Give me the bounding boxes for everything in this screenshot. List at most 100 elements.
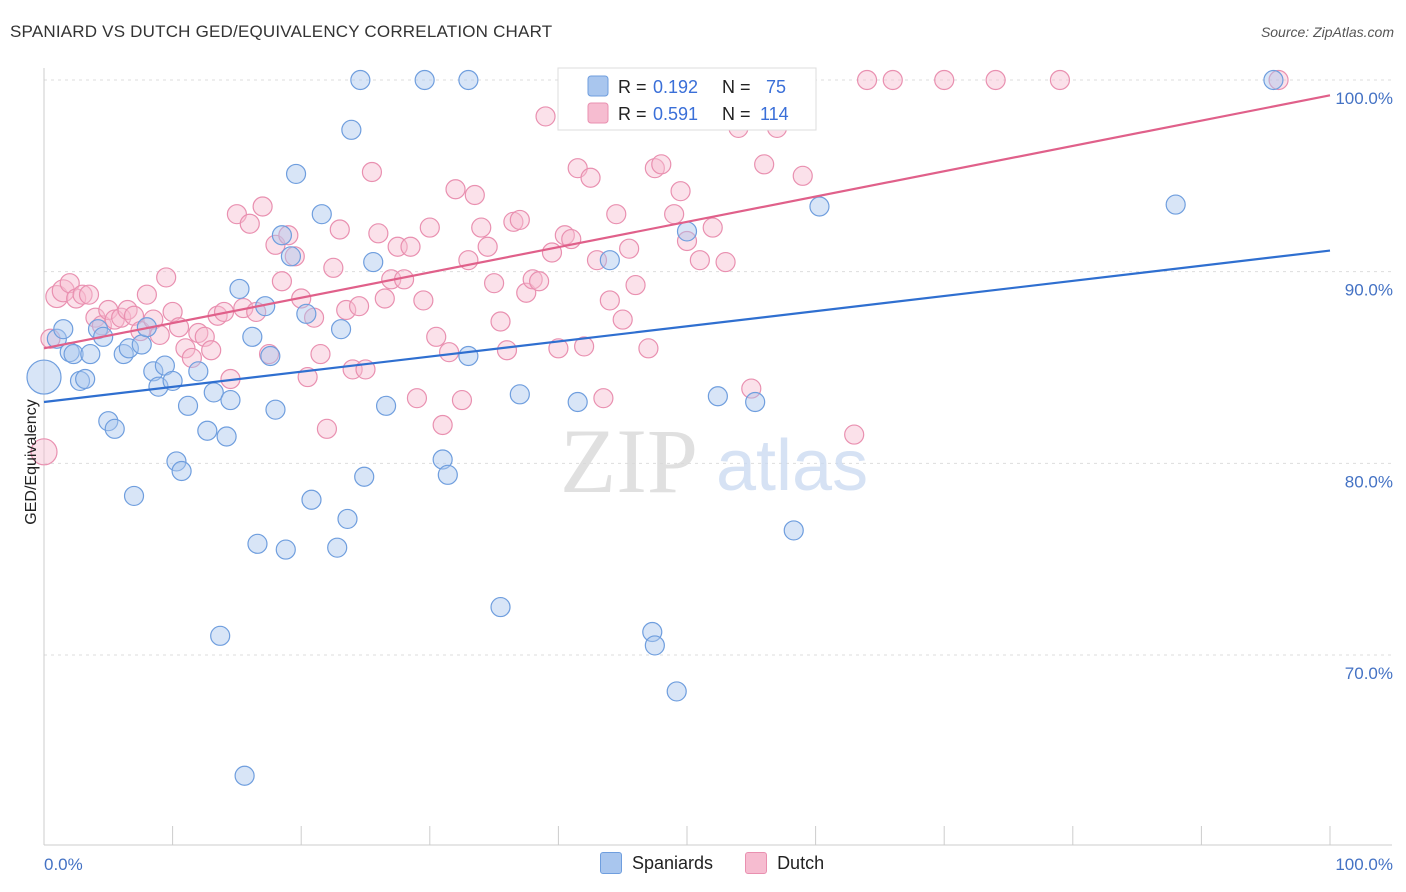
spaniards-point <box>188 361 209 382</box>
dutch-point <box>484 273 505 294</box>
legend-r-value-2: 0.591 <box>653 104 698 124</box>
dutch-point <box>599 290 620 311</box>
axes <box>43 68 1392 846</box>
dutch-point <box>754 154 775 175</box>
spaniards-point <box>311 204 332 225</box>
legend-r-label-1: R = <box>618 77 647 97</box>
spaniards-point <box>229 278 250 300</box>
dutch-point <box>792 165 813 186</box>
spaniards-point <box>509 384 530 405</box>
dutch-point <box>882 69 903 91</box>
spaniards-point <box>247 533 268 554</box>
spaniards-point <box>301 489 322 510</box>
dutch-point <box>535 106 556 127</box>
spaniards-point <box>354 466 375 487</box>
dutch-point <box>985 69 1006 91</box>
dutch-trend-line <box>43 94 1331 350</box>
y-tick-label: 70.0% <box>1345 664 1393 683</box>
dutch-point <box>516 282 537 303</box>
spaniards-point <box>337 508 358 530</box>
spaniards-point <box>63 343 84 365</box>
legend-n-label-1: N = <box>722 77 751 97</box>
bottom-legend: Spaniards Dutch <box>600 852 846 874</box>
dutch-point <box>541 242 563 263</box>
tick-labels: 100.0% 90.0% 80.0% 70.0% <box>1335 89 1393 683</box>
spaniards-point <box>458 345 479 367</box>
legend-r-label-2: R = <box>618 104 647 124</box>
dutch-point <box>156 267 177 288</box>
dutch-point <box>361 161 383 183</box>
dutch-point <box>432 414 453 436</box>
spaniards-point <box>783 520 804 541</box>
dutch-point <box>451 389 473 411</box>
dutch-point <box>194 326 215 347</box>
dutch-point <box>348 296 370 317</box>
trend-lines <box>43 94 1331 404</box>
legend-label-dutch: Dutch <box>777 852 825 873</box>
spaniards-point <box>676 221 698 242</box>
legend-swatch-dutch <box>587 102 609 124</box>
legend-n-label-2: N = <box>722 104 751 124</box>
dutch-point <box>310 343 331 365</box>
dutch-point <box>181 347 202 369</box>
dutch-point <box>426 326 447 347</box>
dutch-point <box>201 340 222 361</box>
spaniards-point <box>75 368 96 390</box>
dutch-point <box>1268 69 1289 91</box>
dutch-point <box>30 438 58 466</box>
spaniards-point <box>414 69 435 91</box>
watermark-zip: ZIP <box>560 410 698 512</box>
spaniards-point <box>143 361 164 382</box>
dutch-point <box>323 257 344 278</box>
dutch-point <box>239 213 260 234</box>
spaniards-point <box>26 359 62 395</box>
dutch-point <box>72 284 93 305</box>
spaniards-point <box>644 635 665 656</box>
dutch-point <box>529 271 550 292</box>
dutch-point <box>438 342 460 363</box>
legend-item-dutch[interactable]: Dutch <box>745 852 824 874</box>
dutch-point <box>278 225 299 246</box>
spaniards-point <box>271 225 293 246</box>
dutch-point <box>464 184 485 206</box>
spaniards-point <box>123 485 145 507</box>
spaniards-point <box>131 334 152 355</box>
dutch-point <box>1049 69 1071 91</box>
dutch-point <box>715 251 736 273</box>
dutch-point <box>368 223 389 244</box>
spaniards-point <box>327 537 348 558</box>
spaniards-point <box>260 345 281 367</box>
spaniards-point <box>296 303 317 324</box>
spaniards-point <box>275 539 296 560</box>
x-tick-label-left: 0.0% <box>44 855 83 874</box>
spaniards-point <box>745 391 766 413</box>
dutch-point <box>702 217 723 238</box>
dutch-point <box>252 196 273 217</box>
dutch-point <box>123 305 145 326</box>
spaniards-point <box>210 625 231 646</box>
dutch-point <box>509 209 530 231</box>
y-tick-label: 80.0% <box>1345 472 1393 491</box>
dutch-point <box>471 217 492 238</box>
dutch-point <box>625 274 646 296</box>
spaniards-point <box>53 319 74 340</box>
spaniards-points <box>26 69 1284 786</box>
dutch-point <box>406 388 428 409</box>
dutch-point <box>638 338 659 359</box>
spaniards-point <box>599 250 620 271</box>
dutch-point <box>689 250 710 271</box>
spaniards-point <box>285 163 307 185</box>
grid-lines <box>44 79 1392 656</box>
chart-title: SPANIARD VS DUTCH GED/EQUIVALENCY CORREL… <box>10 22 553 41</box>
spaniards-point <box>280 246 302 267</box>
spaniards-point <box>203 382 224 403</box>
spaniards-point <box>330 319 352 340</box>
spaniards-point <box>341 119 362 140</box>
dutch-point <box>651 154 672 175</box>
legend-item-spaniards[interactable]: Spaniards <box>600 852 713 874</box>
dutch-point <box>606 204 627 225</box>
legend-label-spaniards: Spaniards <box>632 852 714 873</box>
spaniards-point <box>809 196 830 217</box>
dutch-point <box>136 284 157 305</box>
spaniards-point <box>458 69 479 91</box>
